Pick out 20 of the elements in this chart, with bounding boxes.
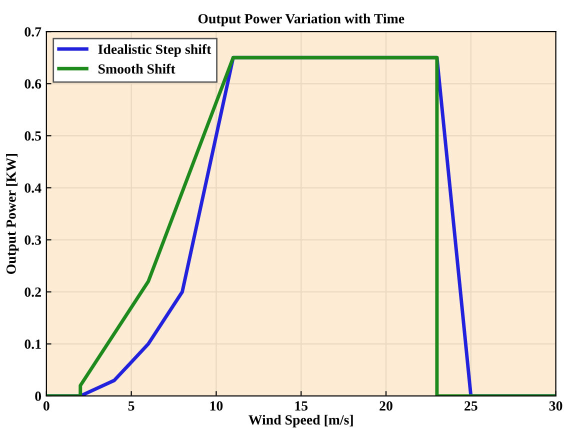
x-tick-label: 5 [128, 401, 134, 411]
y-tick-label: 0.2 [24, 287, 41, 297]
y-tick-label: 0.6 [24, 79, 42, 89]
x-tick-label: 25 [464, 401, 478, 411]
y-tick-label: 0.5 [24, 131, 42, 141]
y-tick-label: 0.4 [24, 183, 42, 193]
chart-title: Output Power Variation with Time [198, 14, 404, 26]
legend-label: Idealistic Step shift [98, 44, 212, 57]
x-tick-label: 30 [549, 401, 562, 411]
legend-label: Smooth Shift [98, 64, 176, 74]
y-tick-label: 0.7 [24, 27, 42, 37]
x-axis-title: Wind Speed [m/s] [248, 414, 353, 428]
x-tick-label: 10 [210, 401, 223, 411]
y-tick-label: 0 [35, 392, 42, 401]
x-tick-label: 20 [380, 401, 392, 411]
x-tick-label: 0 [43, 401, 50, 411]
y-tick-label: 0.3 [24, 235, 42, 245]
y-axis-title: Output Power [KW] [6, 154, 19, 274]
y-tick-label: 0.1 [24, 340, 41, 349]
x-tick-label: 15 [295, 401, 308, 411]
